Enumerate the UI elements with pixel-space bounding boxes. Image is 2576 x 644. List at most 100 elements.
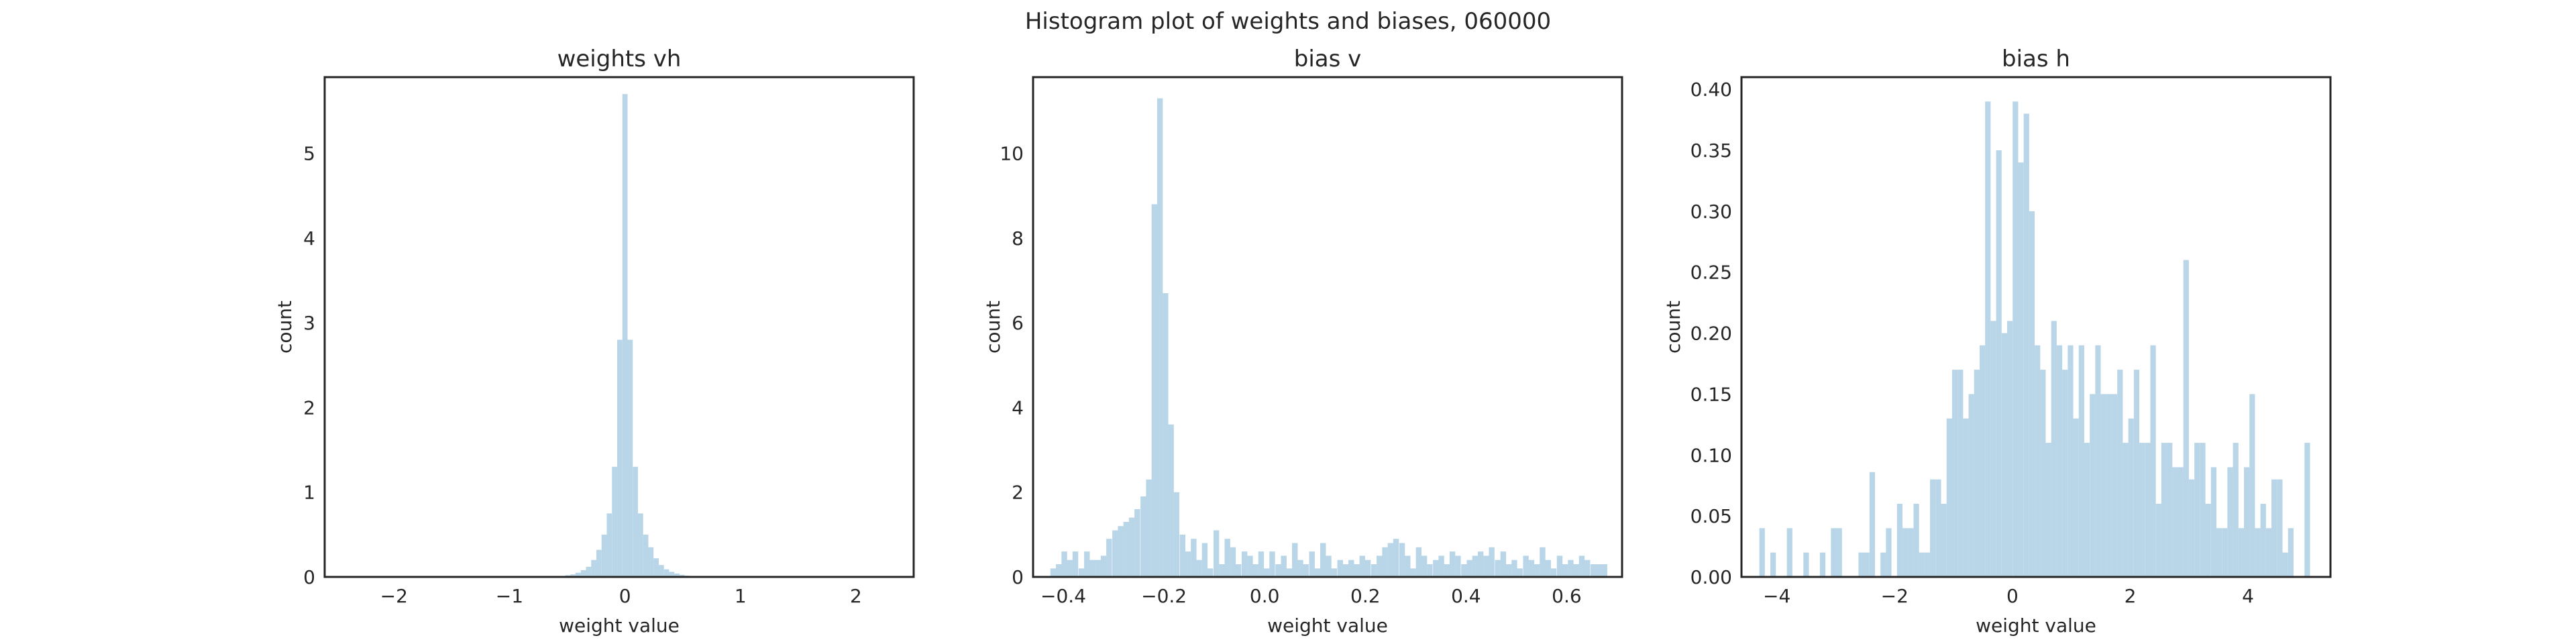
- histogram-bar: [591, 559, 596, 577]
- histogram-bar: [1354, 564, 1360, 577]
- histogram-bar: [2188, 479, 2195, 577]
- histogram-bar: [2244, 467, 2250, 577]
- y-tick-label: 3: [303, 312, 315, 334]
- x-tick-label: −0.2: [1141, 585, 1187, 607]
- histogram-bar: [653, 558, 659, 577]
- histogram-bar: [1297, 559, 1303, 577]
- histogram-bar: [663, 569, 669, 577]
- histogram-bar: [1337, 559, 1343, 577]
- histogram-bar: [1207, 568, 1214, 577]
- histogram-bar: [622, 94, 628, 577]
- histogram-bar: [2183, 260, 2189, 577]
- histogram-bar: [1185, 551, 1191, 577]
- histogram-bar: [1258, 551, 1265, 577]
- histogram-bar: [1241, 551, 1248, 577]
- histogram-bar: [612, 466, 617, 577]
- histogram-bar: [2277, 479, 2283, 577]
- histogram-bar: [648, 547, 654, 577]
- histogram-bar: [1550, 568, 1557, 577]
- histogram-bar: [1399, 543, 1405, 577]
- histogram-bar: [1483, 555, 1489, 577]
- histogram-bar: [1275, 564, 1281, 577]
- histogram-bar: [1393, 539, 1399, 577]
- subplot-3: bias h −4 −2 0 2 4 0.00 0.05 0.10 0.15 0.20 0.25 0.3…: [1662, 46, 2332, 637]
- x-tick-label: −2: [380, 585, 408, 607]
- histogram-bar: [1342, 564, 1349, 577]
- histogram-bar: [637, 513, 643, 577]
- histogram-bar: [1573, 564, 1579, 577]
- histogram-bar: [1421, 555, 1428, 577]
- x-tick-label: −4: [1763, 585, 1790, 607]
- histogram-bar: [1146, 479, 1152, 577]
- y-tick-label: 0: [1012, 566, 1024, 588]
- histogram-bar: [1106, 539, 1112, 577]
- histogram-bar: [1864, 552, 1870, 577]
- histogram-bar: [1173, 492, 1180, 577]
- histogram-bar: [1951, 370, 1958, 577]
- histogram-bar: [1562, 564, 1568, 577]
- subplot-1: weights vh −2 −1 0 1 2 0 1 2 3 4 5 weight value count: [274, 46, 915, 637]
- histogram-bar: [2012, 101, 2019, 578]
- histogram-bar: [1568, 559, 1574, 577]
- histogram-bar: [1303, 564, 1309, 577]
- histogram-bar: [1191, 539, 1197, 577]
- histogram-bar: [1364, 559, 1371, 577]
- histogram-bar: [2029, 211, 2035, 577]
- histogram-bar: [1505, 564, 1512, 577]
- histogram-bar: [2117, 370, 2123, 577]
- histogram-bar: [596, 549, 602, 577]
- histogram-bar: [1235, 564, 1242, 577]
- histogram-bar: [2078, 345, 2084, 577]
- histogram-bar: [1309, 551, 1315, 577]
- histogram-bar: [2172, 467, 2178, 577]
- histogram-bar: [1410, 568, 1416, 577]
- histogram-bar: [1585, 559, 1591, 577]
- histogram-bar: [1359, 555, 1365, 577]
- histogram-bar: [2249, 394, 2255, 577]
- histogram-bar: [570, 574, 576, 577]
- histogram-bar: [2210, 467, 2216, 577]
- histogram-bar: [2123, 443, 2129, 577]
- histogram-bar: [2100, 394, 2106, 577]
- histogram-bar: [2095, 345, 2101, 577]
- histogram-bar: [1084, 551, 1090, 577]
- y-tick-label: 2: [303, 396, 315, 419]
- histogram-bar: [1908, 528, 1914, 577]
- histogram-bar: [2145, 443, 2151, 577]
- x-tick-label: −0.4: [1040, 585, 1086, 607]
- axes-frame: [1740, 76, 2332, 578]
- histogram-bar: [2007, 321, 2013, 577]
- histogram-bar: [2205, 503, 2211, 577]
- histogram-bar: [1924, 552, 1931, 577]
- histogram-bar: [2288, 528, 2294, 577]
- histogram-bar: [1819, 552, 1826, 577]
- histogram-bar: [1078, 568, 1085, 577]
- histogram-bar: [1472, 555, 1479, 577]
- axes-frame: [1032, 76, 1623, 578]
- histogram-bar: [1869, 472, 1876, 577]
- y-axis-label: count: [274, 301, 296, 354]
- y-tick-label: 0.20: [1690, 323, 1732, 345]
- histogram-bar: [1596, 564, 1602, 577]
- x-tick-label: −2: [1881, 585, 1909, 607]
- histogram-bar: [1100, 555, 1107, 577]
- x-tick-label: 0.4: [1451, 585, 1481, 607]
- histogram-bar: [1601, 564, 1607, 577]
- x-axis-label: weight value: [1976, 614, 2096, 637]
- histogram-bar: [1591, 564, 1597, 577]
- histogram-bar: [1067, 559, 1073, 577]
- histogram-bar: [2139, 443, 2145, 577]
- histogram-bar: [1770, 552, 1776, 577]
- histogram-bar: [1252, 564, 1258, 577]
- histogram-bar: [2155, 503, 2161, 577]
- histogram-bar: [1179, 534, 1186, 577]
- histogram-bar: [1578, 555, 1585, 577]
- histogram-bar: [1151, 204, 1158, 578]
- histogram-bar: [1123, 521, 1130, 577]
- subplot-title: bias v: [1294, 46, 1362, 72]
- y-tick-label: 0.40: [1690, 78, 1732, 101]
- histogram-bar: [1996, 150, 2002, 577]
- subplot-2: bias v −0.4 −0.2 0.0 0.2 0.4 0.6 0 2 4 6 8 10 weight …: [982, 46, 1623, 637]
- histogram-bar: [1056, 564, 1062, 577]
